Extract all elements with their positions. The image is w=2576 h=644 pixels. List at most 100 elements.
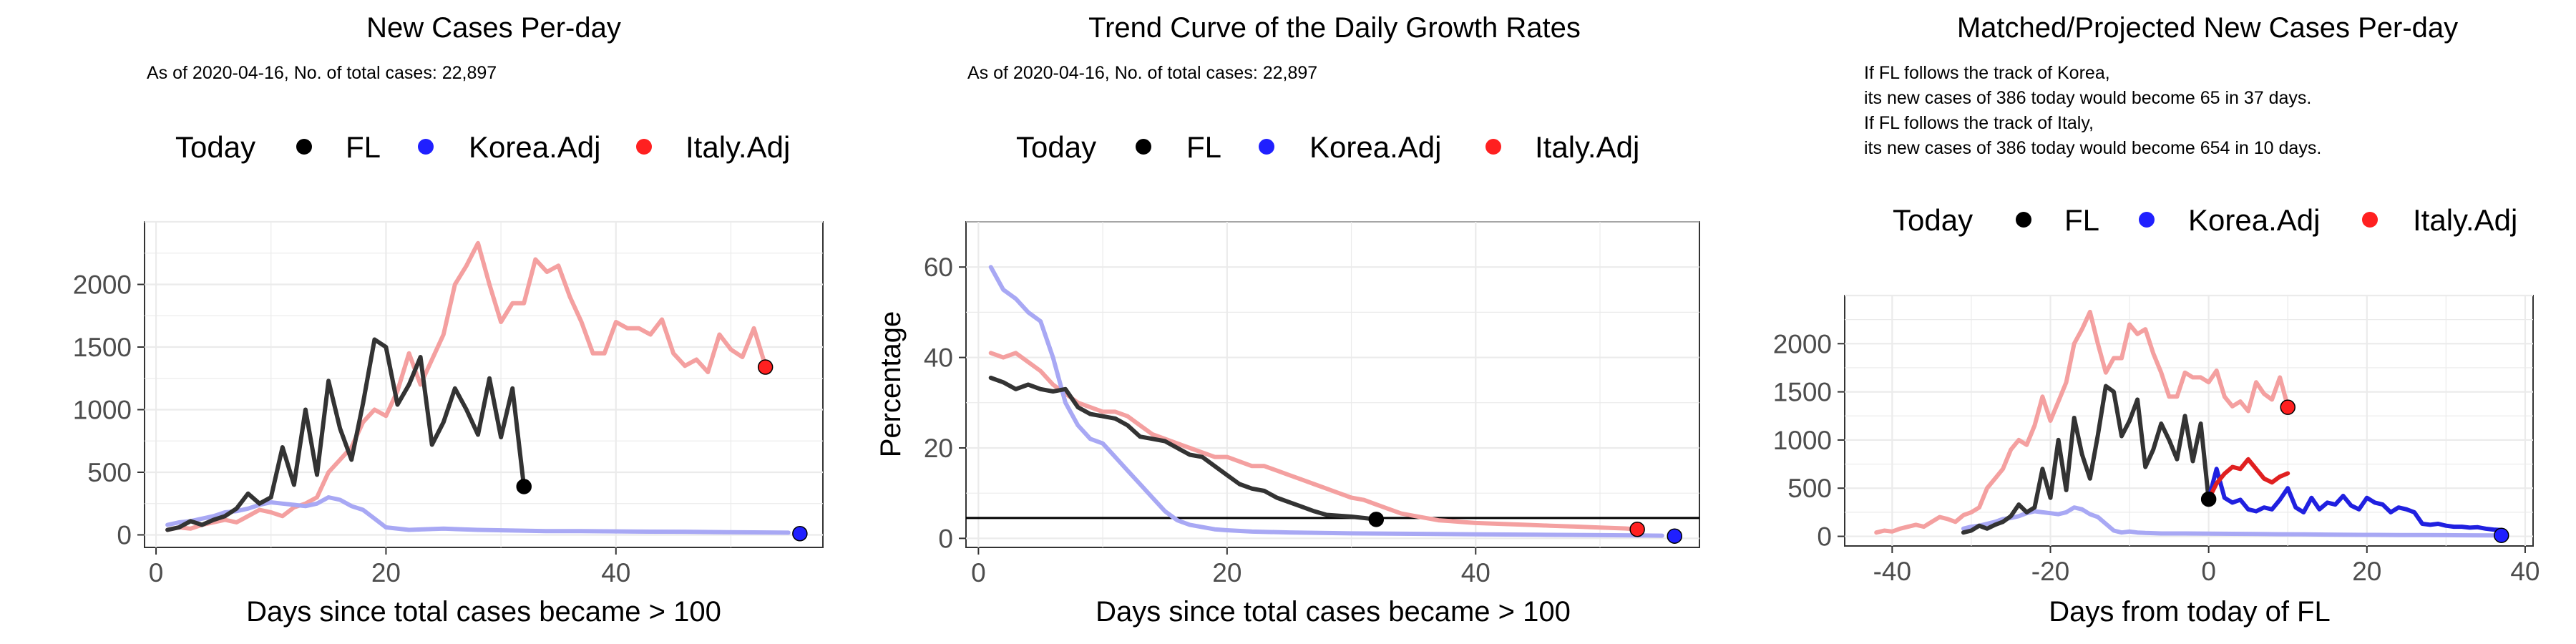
- series-line-korea-adj-projection: [2206, 467, 2504, 532]
- panel-2-subtitle: As of 2020-04-16, No. of total cases: 22…: [967, 63, 1317, 83]
- series-line-fl: [1961, 384, 2211, 535]
- series-line-fl: [165, 337, 527, 532]
- panel-2-title: Trend Curve of the Daily Growth Rates: [1088, 12, 1581, 44]
- x-tick-label: 20: [2352, 557, 2381, 586]
- panel-1-subtitle: As of 2020-04-16, No. of total cases: 22…: [147, 63, 497, 83]
- legend-italy-label: Italy.Adj: [686, 130, 790, 164]
- legend-korea-label: Korea.Adj: [2188, 203, 2320, 237]
- panel-3-x-axis-label: Days from today of FL: [2049, 596, 2330, 628]
- legend-fl-label: FL: [346, 130, 381, 164]
- panel-3-series: [1874, 309, 2504, 538]
- y-tick-label: 0: [1817, 522, 1832, 552]
- panel-1-plot-frame: [144, 221, 824, 548]
- legend-italy-dot: [2362, 212, 2378, 228]
- panel-2-x-ticks: 0 20 40: [971, 547, 1491, 587]
- y-tick-label: 2000: [73, 270, 132, 300]
- series-line-korea-adj: [988, 265, 1664, 538]
- today-point-italy-adj: [1629, 521, 1645, 537]
- panel-3-annotation-2: its new cases of 386 today would become …: [1864, 88, 2311, 108]
- x-tick-label: 0: [149, 558, 164, 587]
- legend-italy-dot: [636, 139, 652, 155]
- x-tick-label: 20: [1212, 558, 1241, 587]
- x-tick-label: 40: [2510, 557, 2540, 586]
- today-point-fl: [2200, 491, 2217, 507]
- legend-title: Today: [175, 130, 255, 164]
- panel-projection: Matched/Projected New Cases Per-day If F…: [1773, 12, 2540, 628]
- y-tick-label: 1000: [1773, 426, 1832, 455]
- x-tick-label: 20: [371, 558, 401, 587]
- x-tick-label: 40: [601, 558, 630, 587]
- legend-fl-dot: [2016, 212, 2031, 228]
- panel-1-x-ticks: 0 20 40: [149, 547, 630, 587]
- legend-korea-dot: [1259, 139, 1274, 155]
- panel-2-legend: Today FL Korea.Adj Italy.Adj: [1016, 130, 1639, 164]
- series-line-korea-adj: [165, 495, 791, 535]
- legend-korea-dot: [418, 139, 434, 155]
- y-tick-label: 500: [87, 458, 132, 487]
- series-line-italy-adj: [165, 240, 768, 532]
- x-tick-label: 0: [2201, 557, 2216, 586]
- today-point-italy-adj: [2280, 399, 2296, 415]
- panel-growth-rates: Trend Curve of the Daily Growth Rates As…: [875, 12, 1700, 628]
- panel-2-plot-frame: [965, 221, 1700, 548]
- panel-3-today-points: [2200, 399, 2509, 543]
- panel-2-y-axis-label: Percentage: [875, 311, 907, 458]
- panel-3-x-ticks: -40 -20 0 20 40: [1873, 546, 2540, 586]
- today-point-fl: [516, 479, 532, 494]
- series-line-italy-adj: [988, 351, 1640, 532]
- legend-italy-label: Italy.Adj: [2413, 203, 2517, 237]
- today-point-korea-adj: [792, 526, 808, 542]
- legend-title: Today: [1893, 203, 1973, 237]
- panel-2-series: [988, 265, 1664, 538]
- panel-new-cases: New Cases Per-day As of 2020-04-16, No. …: [73, 12, 824, 628]
- panel-3-plot-frame: [1844, 295, 2534, 547]
- panel-1-series: [165, 240, 791, 535]
- legend-fl-label: FL: [2064, 203, 2099, 237]
- y-tick-label: 500: [1787, 474, 1832, 503]
- y-tick-label: 40: [924, 343, 953, 373]
- x-tick-label: 0: [971, 558, 986, 587]
- panel-1-y-ticks: 0 500 1000 1500 2000: [73, 270, 145, 550]
- y-tick-label: 0: [117, 521, 132, 550]
- series-line-fl: [988, 376, 1379, 522]
- y-tick-label: 1500: [1773, 378, 1832, 407]
- legend-italy-label: Italy.Adj: [1535, 130, 1639, 164]
- today-point-fl: [1368, 512, 1385, 527]
- today-point-korea-adj: [1667, 528, 1683, 544]
- panel-1-grid: [145, 220, 823, 547]
- panel-2-today-points: [1368, 512, 1683, 544]
- legend-fl-label: FL: [1186, 130, 1221, 164]
- panel-2-grid: [966, 221, 1699, 547]
- panel-2-y-ticks: 0 20 40 60: [924, 253, 966, 553]
- today-point-italy-adj: [757, 359, 774, 375]
- panel-1-x-axis-label: Days since total cases became > 100: [246, 596, 721, 628]
- legend-italy-dot: [1485, 139, 1501, 155]
- panel-1-today-points: [516, 359, 808, 542]
- legend-korea-label: Korea.Adj: [1309, 130, 1441, 164]
- legend-fl-dot: [1136, 139, 1151, 155]
- y-tick-label: 20: [924, 434, 953, 463]
- x-tick-label: -20: [2031, 557, 2069, 586]
- y-tick-label: 60: [924, 253, 953, 282]
- series-line-italy-adj: [1874, 309, 2290, 535]
- panel-1-title: New Cases Per-day: [366, 12, 621, 44]
- legend-fl-dot: [296, 139, 312, 155]
- panel-1-legend: Today FL Korea.Adj Italy.Adj: [175, 130, 790, 164]
- panel-3-annotation-4: its new cases of 386 today would become …: [1864, 138, 2321, 158]
- legend-title: Today: [1016, 130, 1096, 164]
- x-tick-label: -40: [1873, 557, 1911, 586]
- series-line-italy-adj-projection: [2206, 457, 2290, 502]
- y-tick-label: 1000: [73, 396, 132, 425]
- panel-3-y-ticks: 0 500 1000 1500 2000: [1773, 329, 1845, 552]
- panel-3-title: Matched/Projected New Cases Per-day: [1957, 12, 2458, 44]
- panel-3-annotation-3: If FL follows the track of Italy,: [1864, 113, 2094, 133]
- x-tick-label: 40: [1461, 558, 1491, 587]
- y-tick-label: 0: [938, 524, 953, 553]
- legend-korea-label: Korea.Adj: [469, 130, 600, 164]
- y-tick-label: 1500: [73, 333, 132, 362]
- series-line-korea-adj: [1961, 505, 2496, 538]
- today-point-korea-adj: [2494, 527, 2509, 543]
- legend-korea-dot: [2139, 212, 2155, 228]
- panel-2-x-axis-label: Days since total cases became > 100: [1096, 596, 1571, 628]
